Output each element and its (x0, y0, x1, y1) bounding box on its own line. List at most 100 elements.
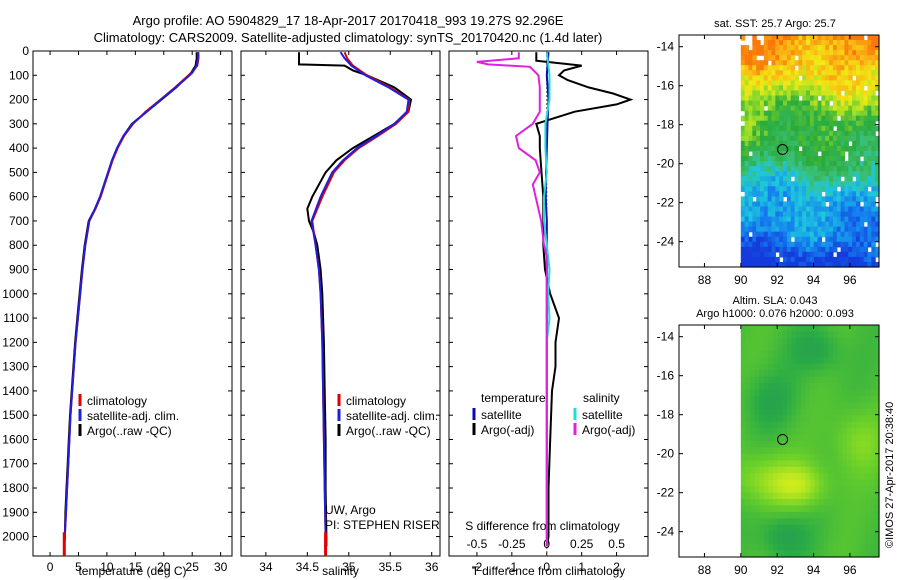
heatmap-cell (867, 75, 872, 81)
heatmap-cell (855, 524, 862, 532)
heatmap-cell (871, 135, 876, 142)
heatmap-cell (836, 80, 842, 87)
heatmap-cell (851, 453, 857, 461)
imos-credit: ©IMOS 27-Apr-2017 20:38:40 (884, 402, 896, 548)
heatmap-cell (802, 80, 807, 87)
y-tick-label: -14 (657, 330, 675, 344)
heatmap-cell (829, 80, 834, 87)
heatmap-cell (819, 453, 825, 461)
heatmap-cell (775, 176, 780, 182)
heatmap-cell (832, 434, 839, 442)
heatmap-cell (859, 231, 865, 238)
heatmap-cell (794, 166, 799, 172)
heatmap-cell (790, 251, 796, 258)
heatmap-cell (836, 196, 842, 203)
heatmap-cell (863, 110, 869, 117)
heatmap-cell (865, 325, 871, 333)
heatmap-cell (828, 370, 834, 378)
heatmap-cell (775, 140, 780, 147)
heatmap-cell (748, 95, 753, 102)
heatmap-cell (852, 231, 857, 238)
heatmap-cell (791, 460, 797, 468)
heatmap-cell (855, 151, 861, 157)
heatmap-cell (744, 216, 750, 223)
heatmap-cell (809, 537, 816, 545)
plot-frame (448, 50, 649, 557)
heatmap-cell (851, 350, 857, 358)
heatmap-cell (771, 211, 776, 218)
heatmap-cell (829, 120, 834, 127)
heatmap-cell (754, 370, 760, 378)
heatmap-cell (806, 171, 811, 177)
heatmap-cell (875, 231, 880, 238)
heatmap-cell (748, 135, 753, 142)
heatmap-cell (837, 441, 843, 449)
heatmap-cell (875, 110, 880, 117)
heatmap-cell (802, 161, 807, 167)
heatmap-cell (836, 145, 842, 152)
heatmap-cell (869, 383, 875, 391)
heatmap-cell (806, 151, 811, 157)
heatmap-cell (842, 486, 848, 494)
heatmap-cell (860, 550, 866, 558)
heatmap-cell (840, 110, 846, 117)
heatmap-cell (748, 65, 753, 71)
heatmap-cell (863, 105, 869, 112)
heatmap-cell (817, 261, 823, 268)
map-title: Altim. SLA: 0.043 (733, 295, 818, 307)
heatmap-cell (806, 110, 811, 117)
heatmap-cell (763, 196, 769, 203)
heatmap-cell (863, 261, 869, 268)
heatmap-cell (771, 60, 776, 66)
heatmap-cell (805, 479, 811, 487)
heatmap-cell (773, 337, 779, 345)
heatmap-cell (771, 80, 776, 87)
heatmap-cell (786, 479, 793, 487)
heatmap-cell (796, 434, 802, 442)
heatmap-cell (846, 531, 852, 539)
heatmap-cell (782, 473, 788, 481)
heatmap-cell (786, 492, 793, 500)
heatmap-cell (745, 383, 751, 391)
heatmap-cell (844, 35, 849, 41)
heatmap-cell (791, 337, 797, 345)
heatmap-cell (768, 421, 774, 429)
heatmap-cell (855, 473, 862, 481)
heatmap-cell (752, 100, 757, 107)
heatmap-cell (791, 370, 797, 378)
heatmap-cell (763, 50, 769, 56)
heatmap-cell (846, 376, 852, 384)
heatmap-cell (768, 537, 774, 545)
heatmap-cell (863, 196, 869, 203)
heatmap-cell (763, 221, 769, 228)
heatmap-cell (823, 447, 829, 455)
heatmap-cell (798, 125, 803, 132)
heatmap-cell (794, 100, 799, 107)
heatmap-cell (863, 45, 869, 51)
heatmap-cell (740, 176, 746, 182)
heatmap-cell (794, 125, 799, 132)
y-tick-label: 1600 (2, 432, 29, 446)
heatmap-cell (782, 383, 788, 391)
heatmap-cell (779, 65, 784, 71)
heatmap-cell (846, 370, 852, 378)
heatmap-cell (763, 241, 769, 248)
heatmap-cell (828, 460, 834, 468)
heatmap-cell (740, 447, 747, 455)
heatmap-cell (842, 550, 848, 558)
heatmap-cell (763, 211, 769, 218)
heatmap-cell (744, 226, 750, 233)
heatmap-cell (786, 486, 793, 494)
heatmap-cell (800, 447, 806, 455)
heatmap-cell (825, 161, 830, 167)
heatmap-cell (860, 460, 866, 468)
heatmap-cell (740, 428, 747, 436)
heatmap-cell (786, 261, 792, 268)
heatmap-cell (794, 75, 799, 81)
heatmap-cell (871, 151, 876, 157)
heatmap-cell (814, 395, 820, 403)
heatmap-cell (805, 325, 811, 333)
heatmap-cell (855, 251, 861, 258)
heatmap-cell (829, 130, 834, 137)
heatmap-cell (767, 261, 773, 268)
